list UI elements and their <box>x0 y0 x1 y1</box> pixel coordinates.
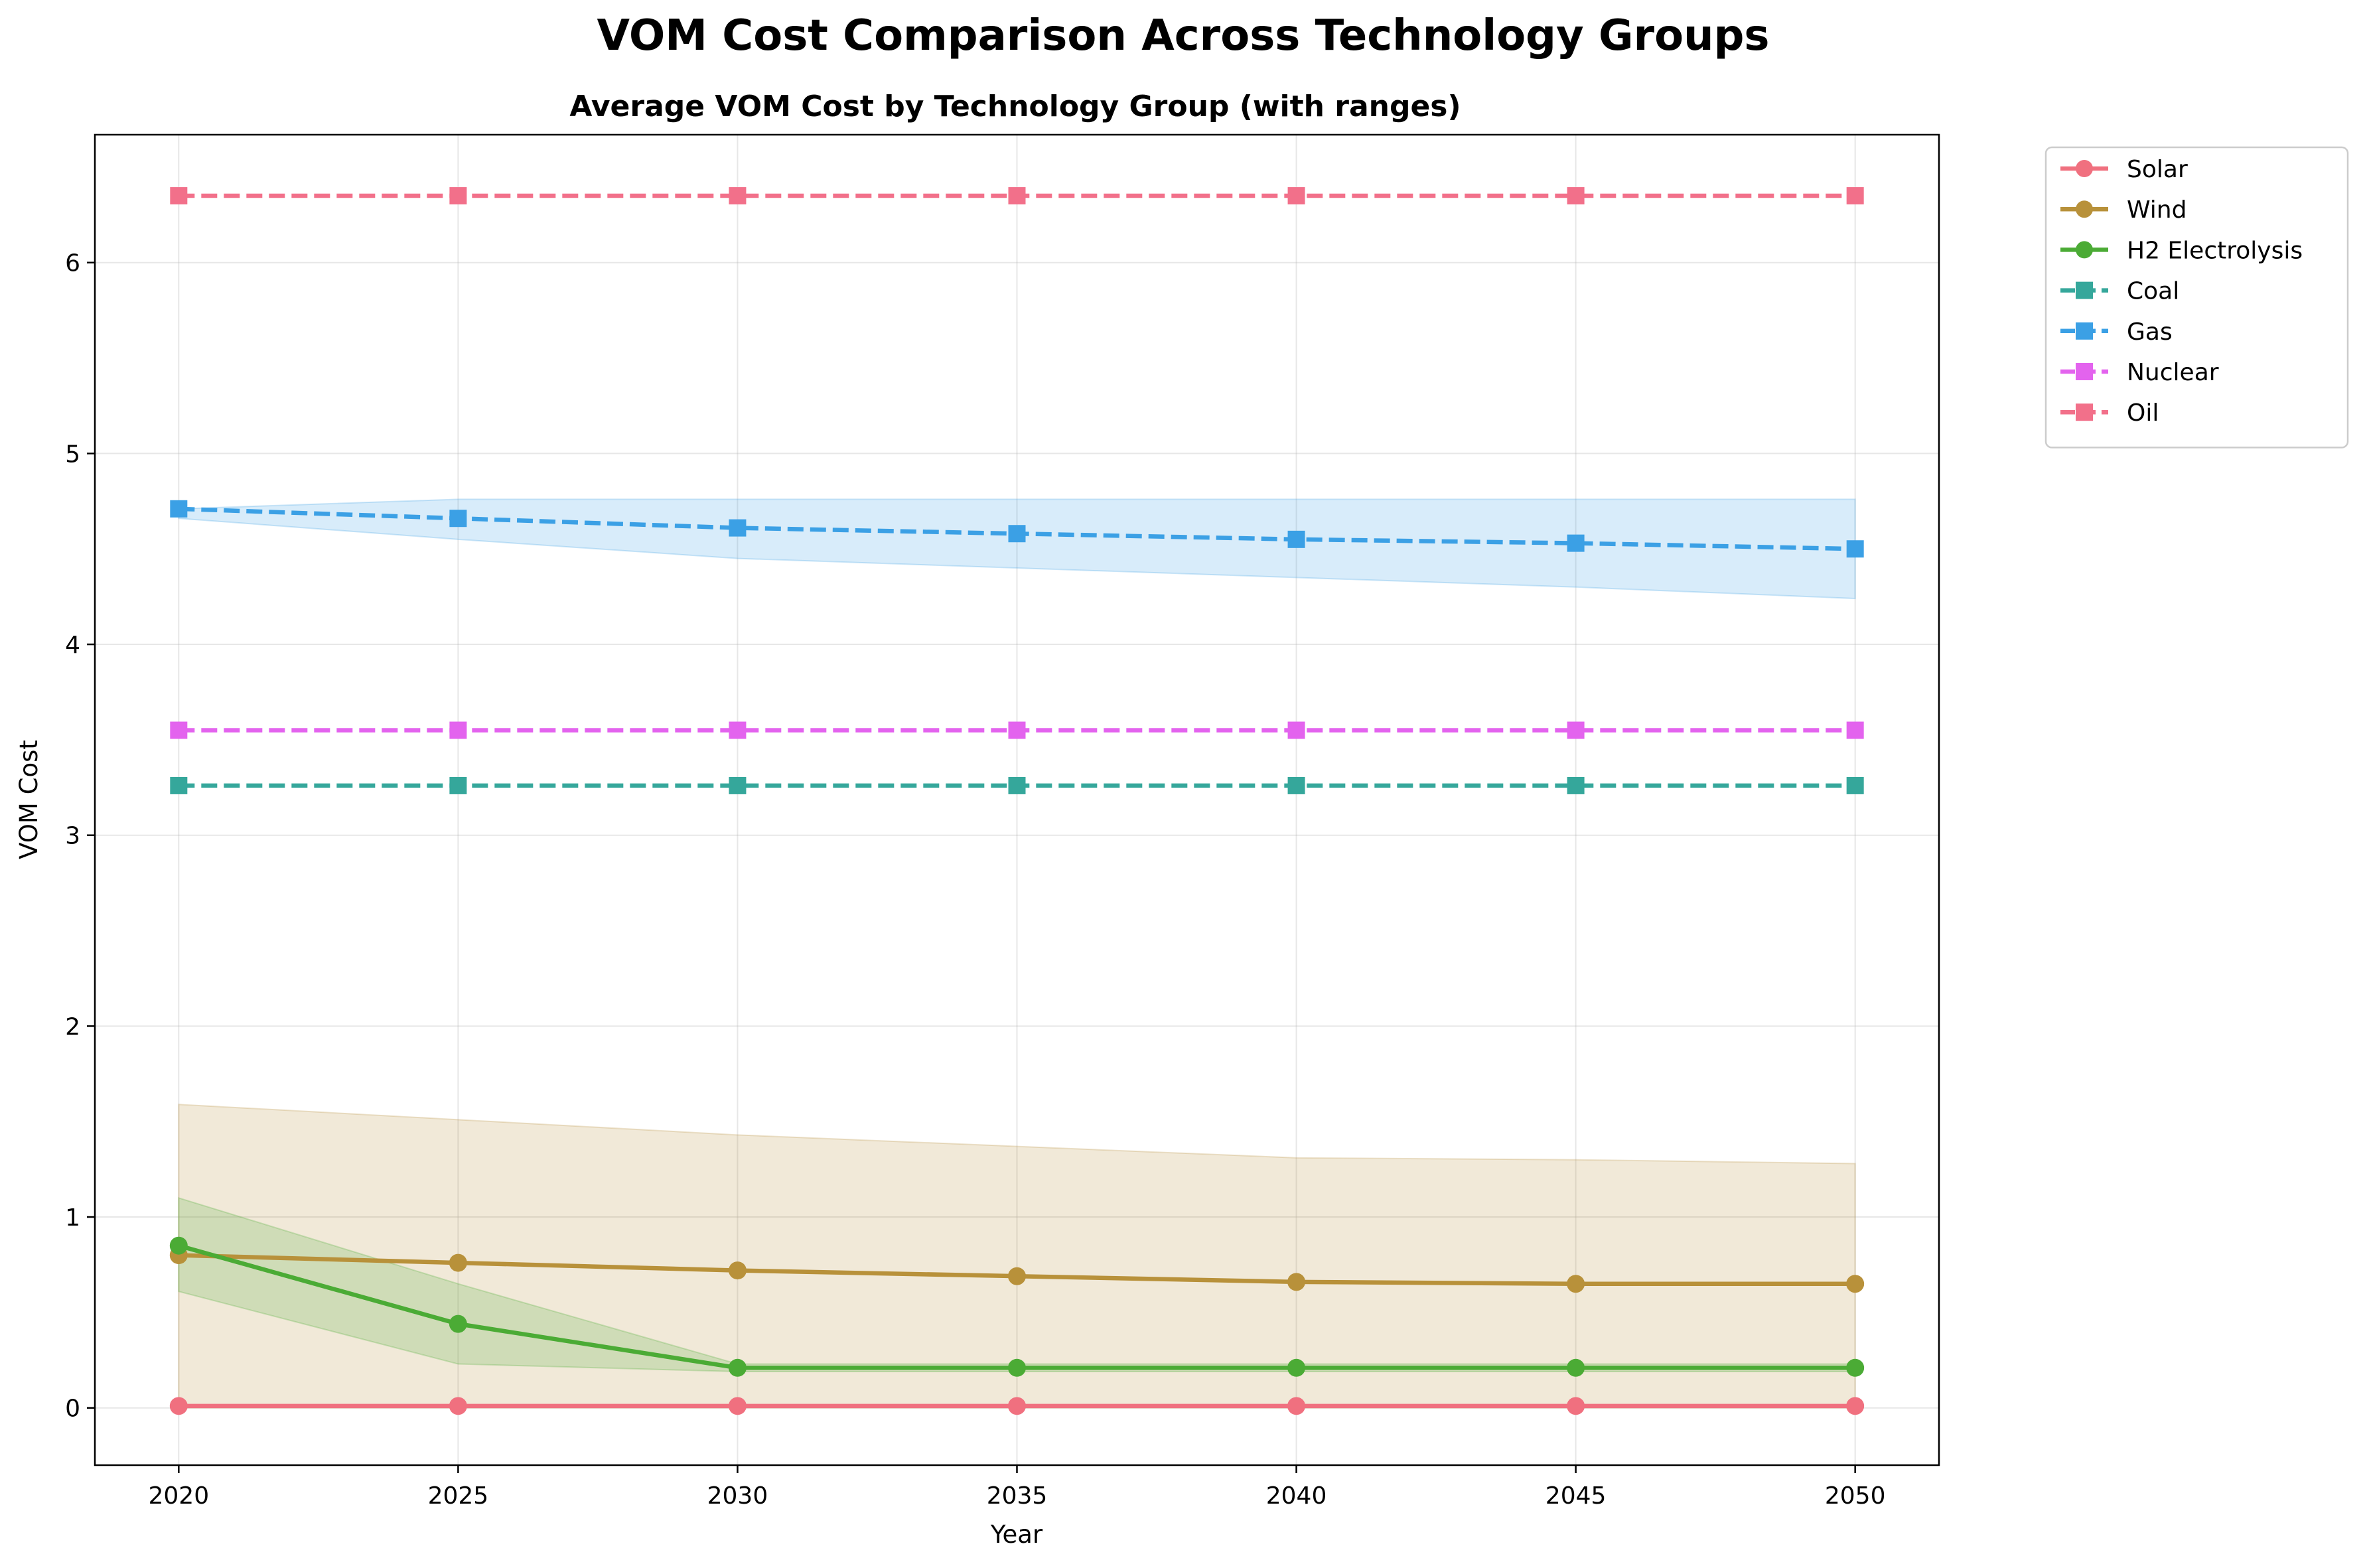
legend: Solar Wind H2 Electrolysis Coal Gas Nuclear Oi… <box>2044 146 2349 449</box>
data-point-h2-electrolysis <box>1287 1358 1306 1377</box>
data-point-oil <box>1567 187 1585 205</box>
data-point-solar <box>1846 1397 1865 1415</box>
y-axis-label: VOM Cost <box>15 740 43 859</box>
x-tick-label: 2035 <box>987 1482 1048 1510</box>
data-point-h2-electrolysis <box>1567 1358 1585 1377</box>
y-tick-label: 1 <box>65 1204 80 1232</box>
x-tick-label: 2020 <box>149 1482 210 1510</box>
legend-label-gas: Gas <box>2127 319 2173 346</box>
x-axis-label: Year <box>990 1520 1043 1549</box>
data-point-coal <box>170 776 188 794</box>
axis-ticks: 2020 2025 2030 2035 2040 2045 2050 0 1 2 3 4 5 6 <box>65 250 1885 1510</box>
data-point-solar <box>1008 1397 1026 1415</box>
y-tick-label: 4 <box>65 632 80 659</box>
legend-marker-nuclear <box>2076 363 2093 380</box>
data-point-gas <box>449 510 467 528</box>
data-point-wind <box>1567 1275 1585 1293</box>
legend-marker-coal <box>2076 281 2093 299</box>
chart-suptitle: VOM Cost Comparison Across Technology Gr… <box>597 11 1769 60</box>
data-point-gas <box>1846 540 1864 558</box>
x-tick-label: 2030 <box>707 1482 768 1510</box>
data-point-gas <box>1287 530 1305 548</box>
legend-label-solar: Solar <box>2127 156 2188 183</box>
data-point-coal <box>1846 776 1864 794</box>
y-tick-label: 3 <box>65 823 80 850</box>
x-tick-label: 2045 <box>1545 1482 1607 1510</box>
data-point-solar <box>1567 1397 1585 1415</box>
legend-label-h2-electrolysis: H2 Electrolysis <box>2127 237 2303 264</box>
data-point-h2-electrolysis <box>169 1236 188 1255</box>
data-point-wind <box>1008 1267 1026 1285</box>
data-point-coal <box>1008 776 1026 794</box>
data-point-nuclear <box>1287 721 1305 739</box>
data-point-oil <box>1008 187 1026 205</box>
y-tick-label: 0 <box>65 1395 80 1423</box>
x-tick-label: 2040 <box>1266 1482 1327 1510</box>
data-point-oil <box>449 187 467 205</box>
data-point-solar <box>728 1397 747 1415</box>
data-point-oil <box>1846 187 1864 205</box>
data-point-coal <box>1287 776 1305 794</box>
data-point-nuclear <box>1846 721 1864 739</box>
legend-marker-wind <box>2076 200 2093 218</box>
legend-marker-oil <box>2076 403 2093 421</box>
data-point-h2-electrolysis <box>728 1358 747 1377</box>
data-point-gas <box>170 500 188 518</box>
x-tick-label: 2050 <box>1825 1482 1886 1510</box>
data-point-nuclear <box>170 721 188 739</box>
data-point-wind <box>1287 1273 1306 1291</box>
data-point-wind <box>1846 1275 1865 1293</box>
data-point-solar <box>449 1397 467 1415</box>
legend-label-wind: Wind <box>2127 196 2187 224</box>
data-point-h2-electrolysis <box>449 1315 467 1333</box>
data-point-gas <box>1008 525 1026 543</box>
grid-layer <box>95 135 1939 1465</box>
data-point-h2-electrolysis <box>1008 1358 1026 1377</box>
data-point-gas <box>729 519 747 537</box>
data-point-gas <box>1567 534 1585 552</box>
data-point-h2-electrolysis <box>1846 1358 1865 1377</box>
legend-label-nuclear: Nuclear <box>2127 359 2219 386</box>
legend-marker-h2-electrolysis <box>2076 241 2093 259</box>
data-point-nuclear <box>1567 721 1585 739</box>
data-point-solar <box>1287 1397 1306 1415</box>
data-point-wind <box>449 1253 467 1272</box>
data-point-wind <box>728 1261 747 1280</box>
data-point-oil <box>1287 187 1305 205</box>
x-tick-label: 2025 <box>428 1482 489 1510</box>
data-point-solar <box>169 1397 188 1415</box>
y-tick-label: 6 <box>65 250 80 277</box>
legend-label-oil: Oil <box>2127 399 2159 427</box>
chart-title: Average VOM Cost by Technology Group (wi… <box>569 90 1461 123</box>
data-point-oil <box>729 187 747 205</box>
y-tick-label: 2 <box>65 1013 80 1040</box>
data-point-nuclear <box>449 721 467 739</box>
legend-marker-gas <box>2076 322 2093 340</box>
data-point-nuclear <box>1008 721 1026 739</box>
data-point-oil <box>170 187 188 205</box>
series-lines <box>169 187 1865 1415</box>
data-point-coal <box>729 776 747 794</box>
data-point-nuclear <box>729 721 747 739</box>
data-point-coal <box>449 776 467 794</box>
legend-box <box>2044 146 2349 449</box>
legend-marker-solar <box>2076 160 2093 177</box>
y-tick-label: 5 <box>65 441 80 468</box>
data-point-coal <box>1567 776 1585 794</box>
legend-label-coal: Coal <box>2127 278 2179 305</box>
